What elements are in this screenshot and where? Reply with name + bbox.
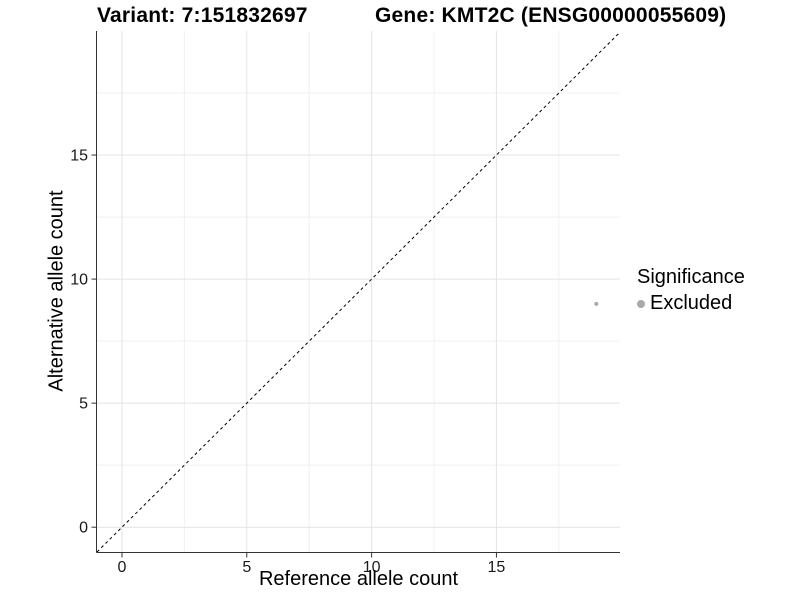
y-tick-label: 0 — [79, 520, 88, 537]
variant-title: Variant: 7:151832697 — [97, 4, 308, 27]
y-tick-label: 10 — [70, 272, 88, 289]
x-tick-label: 5 — [242, 559, 251, 576]
x-axis-title: Reference allele count — [258, 568, 458, 590]
x-tick-label: 15 — [488, 559, 506, 576]
identity-line — [96, 31, 621, 553]
y-tick-label: 15 — [70, 148, 88, 165]
legend: Significance Excluded — [637, 266, 745, 315]
excluded-point-icon — [637, 299, 645, 308]
legend-item-excluded: Excluded — [637, 292, 745, 315]
x-tick-label: 0 — [118, 559, 127, 576]
y-axis-title: Alternative allele count — [45, 190, 68, 392]
x-tick-label: 10 — [363, 559, 381, 576]
data-point — [594, 301, 599, 306]
legend-item-label: Excluded — [650, 292, 733, 314]
gene-title: Gene: KMT2C (ENSG00000055609) — [375, 4, 727, 27]
y-tick-label: 5 — [79, 396, 88, 413]
legend-title: Significance — [637, 266, 745, 288]
